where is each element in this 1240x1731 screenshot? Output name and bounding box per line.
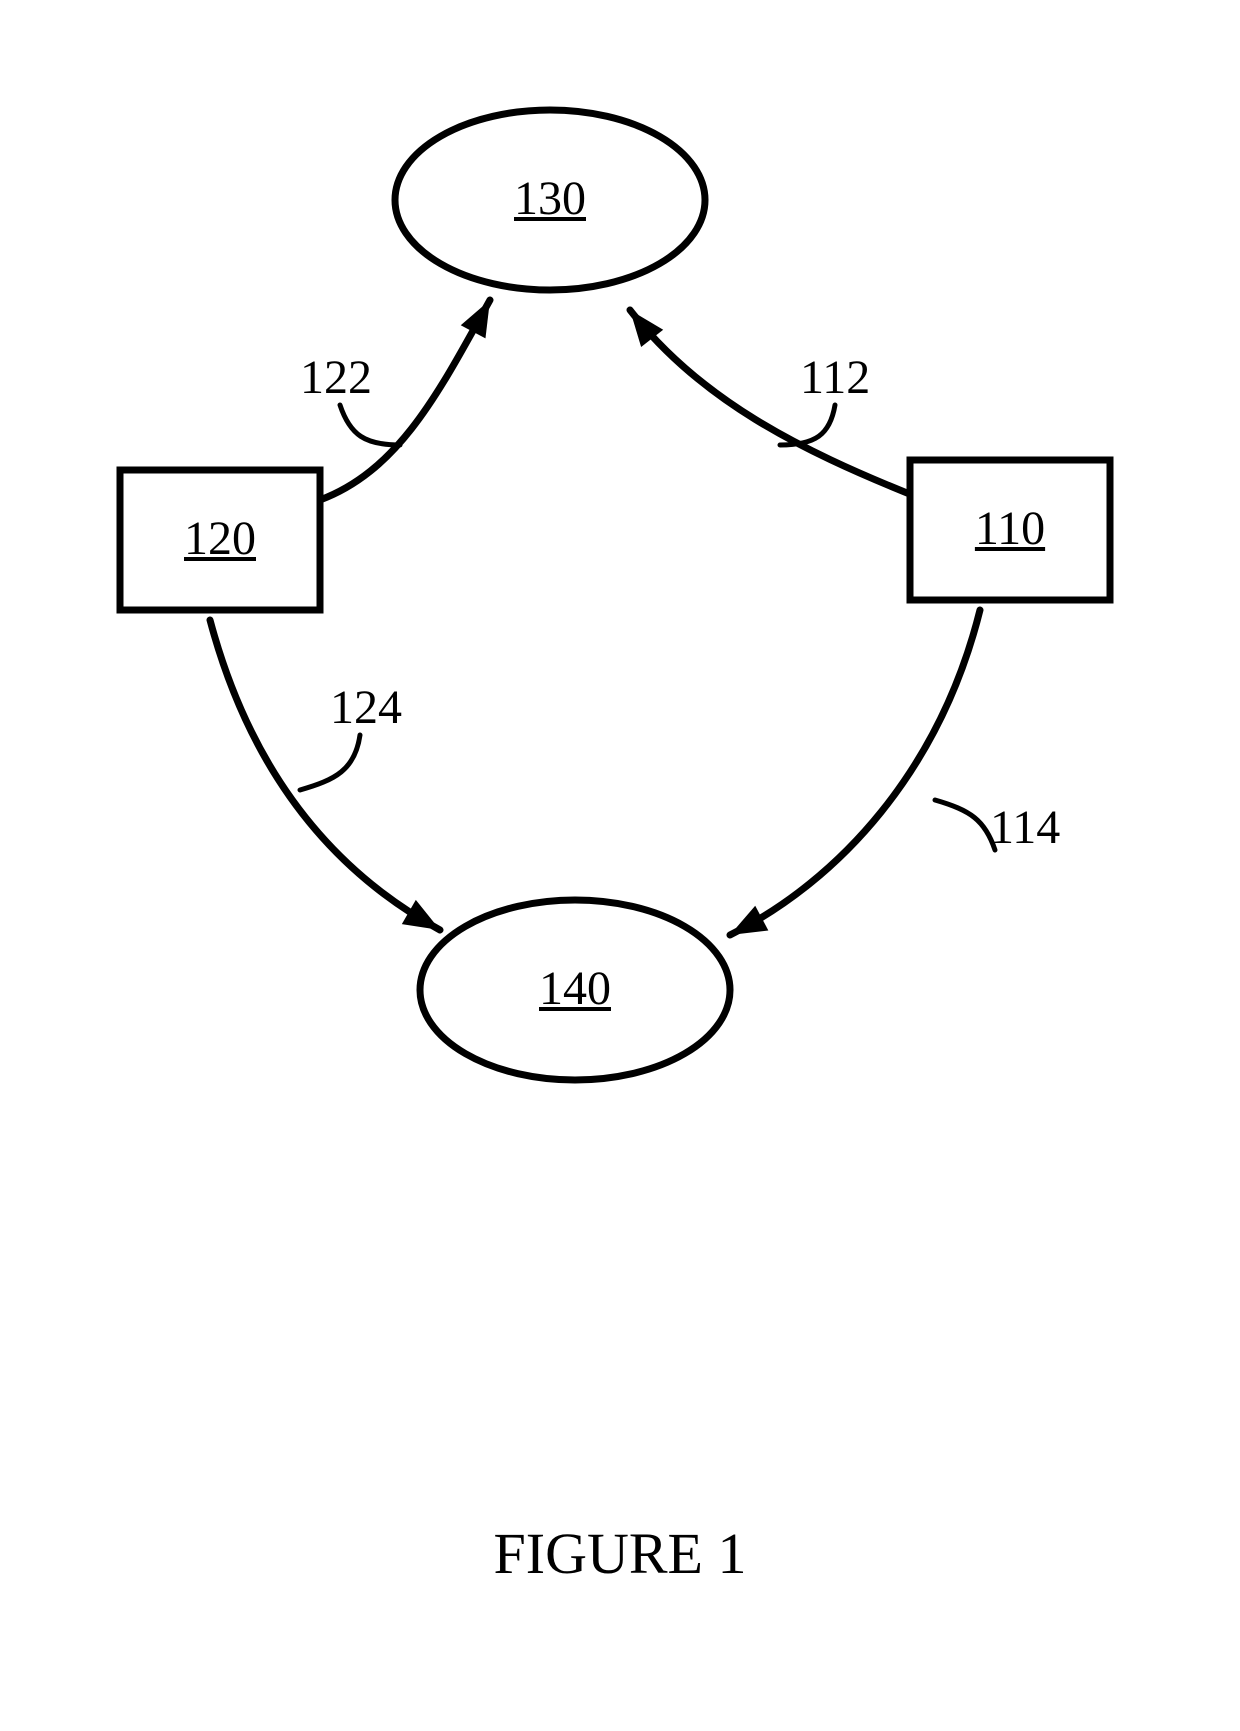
node-label-n140: 140 [495, 961, 655, 1016]
node-label-n120: 120 [140, 511, 300, 566]
edge-e114 [730, 610, 980, 935]
leader-e114 [935, 800, 995, 850]
edge-label-e114: 114 [990, 800, 1060, 855]
edge-label-e122: 122 [300, 350, 372, 405]
edge-e124 [210, 620, 440, 930]
arrowhead-e124 [402, 900, 440, 930]
edge-label-e124: 124 [330, 680, 402, 735]
node-label-n110: 110 [930, 501, 1090, 556]
leader-e124 [300, 735, 360, 790]
diagram-stage: 122 112 124 114 130 140 120 110 FIGURE 1 [0, 0, 1240, 1731]
edge-label-e112: 112 [800, 350, 870, 405]
figure-caption: FIGURE 1 [0, 1520, 1240, 1587]
diagram-canvas [0, 0, 1240, 1731]
arrowhead-e122 [461, 300, 490, 338]
arrowhead-e114 [730, 906, 768, 935]
leader-e122 [340, 405, 400, 445]
node-label-n130: 130 [470, 171, 630, 226]
